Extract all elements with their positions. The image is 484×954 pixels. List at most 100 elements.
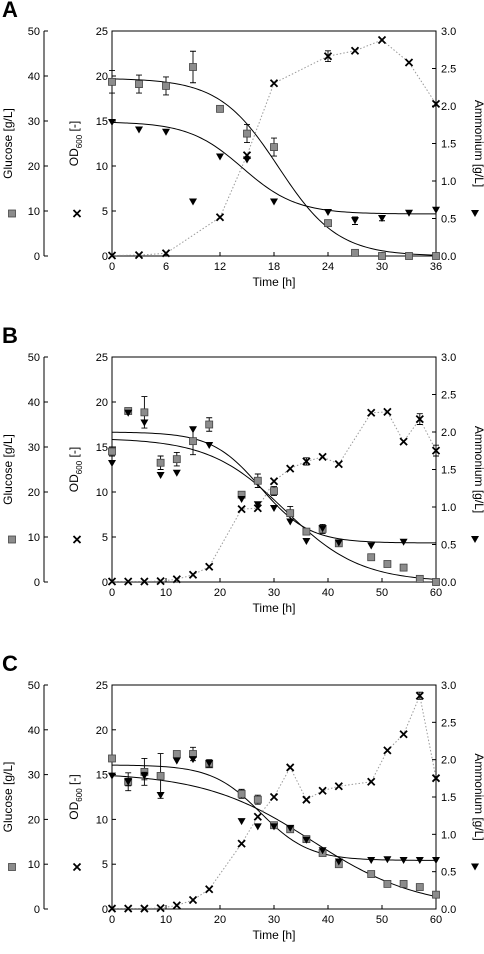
glucose-tick-label: 30 xyxy=(28,116,40,128)
od-tick-label: 25 xyxy=(96,26,108,38)
od-point xyxy=(399,437,408,446)
ammonium-point xyxy=(237,818,246,826)
glucose-point xyxy=(399,563,408,572)
glucose-point xyxy=(135,80,143,88)
glucose-legend-square-icon xyxy=(8,535,16,544)
ammonium-point xyxy=(270,823,278,831)
ammonium-point xyxy=(108,119,116,126)
od-point xyxy=(323,52,333,61)
glucose-tick-label: 50 xyxy=(28,352,40,364)
od-point xyxy=(431,774,441,783)
glucose-point xyxy=(415,574,424,583)
od-point xyxy=(415,414,424,424)
fit-curve-glucose xyxy=(111,438,437,580)
od-axis-label: OD600 [-] xyxy=(67,121,84,166)
ammonium-tick-label: 0.5 xyxy=(441,540,456,552)
od-point xyxy=(269,477,279,486)
od-tick-label: 15 xyxy=(96,770,108,782)
ammonium-point xyxy=(383,856,392,864)
glucose-tick-label: 30 xyxy=(28,770,40,782)
x-tick-label: 36 xyxy=(430,261,442,273)
od-tick-label: 5 xyxy=(102,859,108,871)
glucose-point xyxy=(253,476,262,485)
series-od xyxy=(107,691,441,913)
x-tick-label: 6 xyxy=(163,261,169,273)
glucose-point xyxy=(108,447,116,456)
glucose-tick-label: 30 xyxy=(28,442,40,454)
od-point xyxy=(269,792,279,802)
od-point xyxy=(377,35,387,45)
od-dotted-line xyxy=(112,694,437,910)
od-point xyxy=(383,407,392,417)
glucose-tick-label: 20 xyxy=(28,487,40,499)
ammonium-legend-triangle-icon xyxy=(471,210,479,217)
ammonium-point xyxy=(351,217,359,225)
od-point xyxy=(431,99,441,109)
ammonium-point xyxy=(334,539,343,547)
od-axis-label: OD600 [-] xyxy=(67,774,84,819)
ammonium-point xyxy=(108,772,116,780)
ammonium-tick-label: 2.0 xyxy=(441,101,456,113)
series-ammonium xyxy=(108,756,440,866)
glucose-tick-label: 10 xyxy=(28,859,40,871)
glucose-point xyxy=(383,880,392,888)
od-legend-cross-icon xyxy=(72,209,82,218)
ammonium-point xyxy=(405,209,413,217)
fit-curve-ammonium xyxy=(111,431,437,544)
time-axis-label: Time [h] xyxy=(253,601,296,615)
ammonium-tick-label: 0.0 xyxy=(441,577,456,589)
chart-panel-a: A 0 10 20 30 40 50 0 5 10 15 20 25 0.0 0.5 1.0 1.5 2.0 2.5… xyxy=(1,0,484,289)
glucose-point xyxy=(108,754,116,763)
od-tick-label: 15 xyxy=(96,442,108,454)
ammonium-tick-label: 0.5 xyxy=(441,867,456,879)
glucose-point xyxy=(432,578,440,586)
ammonium-axis-label: Ammonium [g/L] xyxy=(472,426,484,513)
od-point xyxy=(188,570,198,579)
ammonium-tick-label: 2.0 xyxy=(441,755,456,767)
glucose-point xyxy=(383,560,392,568)
glucose-tick-label: 20 xyxy=(28,161,40,173)
ammonium-point xyxy=(156,792,165,800)
x-tick-label: 24 xyxy=(322,261,334,273)
ammonium-point xyxy=(237,496,246,503)
ammonium-point xyxy=(270,505,278,512)
od-point xyxy=(431,446,441,455)
od-point xyxy=(399,730,408,739)
series-ammonium xyxy=(108,409,408,550)
panel-letter: B xyxy=(2,323,18,348)
x-tick-label: 60 xyxy=(430,587,442,599)
ammonium-point xyxy=(367,542,376,550)
od-point xyxy=(302,795,311,804)
ammonium-point xyxy=(124,409,133,417)
od-point xyxy=(404,58,414,67)
ammonium-point xyxy=(399,856,408,864)
ammonium-tick-label: 0.0 xyxy=(441,904,456,916)
ammonium-point xyxy=(367,856,376,864)
od-point xyxy=(156,576,165,586)
od-point xyxy=(253,812,262,821)
od-tick-label: 20 xyxy=(96,725,108,737)
glucose-point xyxy=(253,795,262,804)
ammonium-tick-label: 1.5 xyxy=(441,792,456,804)
fit-curve-glucose xyxy=(111,775,437,898)
od-legend-cross-icon xyxy=(72,862,82,872)
ammonium-point xyxy=(189,426,197,434)
glucose-tick-label: 10 xyxy=(28,532,40,544)
glucose-tick-label: 0 xyxy=(34,251,40,263)
od-tick-label: 0 xyxy=(102,904,108,916)
ammonium-point xyxy=(432,856,440,864)
ammonium-tick-label: 0.5 xyxy=(441,214,456,226)
od-tick-label: 20 xyxy=(96,397,108,409)
ammonium-point xyxy=(216,153,224,161)
ammonium-point xyxy=(135,126,143,134)
od-point xyxy=(205,885,214,894)
ammonium-point xyxy=(205,442,214,449)
chart-panel-b: B 0 10 20 30 40 50 0 5 10 15 20 25 0.0 0.5 1.0 1.5 2.0 2.5… xyxy=(1,323,484,615)
chart-panel-c: C 0 10 20 30 40 50 0 5 10 15 20 25 0.0 0.5 1.0 1.5 2.0 2.5… xyxy=(1,651,484,942)
glucose-tick-label: 0 xyxy=(34,577,40,589)
ammonium-tick-label: 0.0 xyxy=(441,251,456,263)
od-point xyxy=(237,839,246,848)
glucose-tick-label: 20 xyxy=(28,814,40,826)
ammonium-tick-label: 3.0 xyxy=(441,352,456,364)
glucose-point xyxy=(286,509,295,518)
